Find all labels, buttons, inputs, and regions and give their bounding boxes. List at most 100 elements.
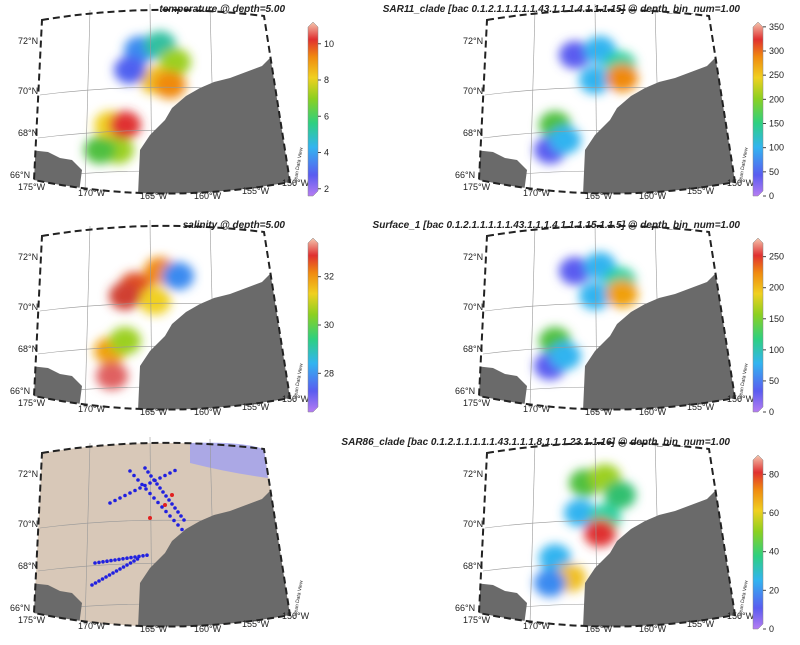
station [156, 500, 160, 505]
field-patch [96, 362, 128, 390]
map-frame [477, 224, 737, 411]
land [138, 40, 290, 194]
panel-title: Surface_1 [bac 0.1.2.1.1.1.1.1.43.1.1.1.… [373, 220, 741, 231]
lon-label: 175°W [18, 615, 46, 625]
lat-label: 66°N [10, 603, 30, 613]
field-patch [114, 56, 146, 84]
lon-label: 160°W [639, 624, 667, 634]
station [148, 491, 152, 496]
station [163, 473, 167, 478]
lon-label: 150°W [282, 178, 310, 188]
land [583, 40, 735, 194]
field-patch [139, 287, 171, 315]
lon-label: 160°W [194, 191, 222, 201]
field-patch [559, 257, 591, 285]
data-field [94, 257, 194, 390]
field-patch [606, 64, 638, 92]
station [125, 563, 129, 567]
station [132, 559, 136, 563]
colorbar-label: 200 [769, 94, 784, 104]
colorbar-label: 50 [769, 376, 779, 386]
colorbar [752, 454, 764, 630]
lon-label: 155°W [687, 402, 715, 412]
colorbar-label: 40 [769, 547, 779, 557]
lat-label: 68°N [463, 344, 483, 354]
field-patch [109, 111, 141, 139]
station [172, 518, 176, 523]
station-highlight [170, 493, 174, 497]
field-patch [559, 41, 591, 69]
data-field [534, 464, 636, 597]
lat-label: 72°N [18, 252, 38, 262]
station [155, 482, 159, 486]
lat-label: 68°N [463, 128, 483, 138]
lon-label: 170°W [523, 621, 551, 631]
station [93, 561, 97, 565]
station [137, 554, 141, 559]
station [121, 557, 125, 561]
lat-label: 72°N [463, 252, 483, 262]
panel-title: SAR86_clade [bac 0.1.2.1.1.1.1.1.43.1.1.… [341, 437, 730, 448]
lon-label: 150°W [727, 394, 755, 404]
colorbar-label: 32 [324, 272, 334, 282]
station [140, 482, 144, 487]
lat-label: 72°N [463, 469, 483, 479]
station [128, 491, 132, 495]
station [173, 468, 177, 473]
lon-label: 165°W [140, 407, 168, 417]
map-frame [477, 8, 737, 195]
station [168, 514, 172, 518]
panel-title: salinity @ depth=5.00 [183, 220, 286, 231]
station [179, 514, 183, 518]
field-patch [154, 71, 186, 99]
field-patch [109, 327, 141, 355]
lon-label: 150°W [727, 611, 755, 621]
colorbar-label: 30 [324, 320, 334, 330]
station [149, 474, 153, 478]
colorbar-label: 150 [769, 119, 784, 129]
colorbar-label: 350 [769, 22, 784, 32]
colorbar [307, 21, 319, 197]
lat-label: 68°N [18, 128, 38, 138]
station [176, 510, 180, 514]
graticule [84, 9, 91, 193]
lat-label: 70°N [463, 302, 483, 312]
field-patch [584, 519, 616, 547]
land [583, 256, 735, 410]
station [160, 505, 164, 509]
station [129, 555, 133, 560]
station [108, 501, 112, 505]
station [143, 466, 147, 470]
data-field [534, 36, 638, 164]
lon-label: 175°W [463, 615, 491, 625]
station [136, 478, 140, 482]
station [128, 561, 133, 565]
lat-label: 72°N [463, 36, 483, 46]
map-panel: 72°N 70°N 68°N 66°N 175°W 170°W 165°W 160°W 155°… [10, 3, 334, 201]
station [132, 473, 136, 478]
lon-label: 175°W [18, 182, 46, 192]
colorbar-label: 10 [324, 39, 334, 49]
lat-label: 66°N [10, 170, 30, 180]
panel-title: SAR11_clade [bac 0.1.2.1.1.1.1.1.43.1.1.… [383, 4, 741, 15]
field-patch [549, 342, 581, 370]
lat-label: 72°N [18, 469, 38, 479]
lon-label: 175°W [463, 182, 491, 192]
colorbar-label: 0 [769, 624, 774, 634]
colorbar-label: 4 [324, 148, 329, 158]
land [138, 473, 290, 627]
colorbar-label: 0 [769, 407, 774, 417]
colorbar [307, 237, 319, 413]
colorbar-label: 250 [769, 252, 784, 262]
lat-label: 66°N [455, 386, 475, 396]
station [168, 471, 172, 475]
colorbar-label: 50 [769, 167, 779, 177]
station [107, 573, 112, 577]
station [138, 486, 142, 490]
field-patch [84, 136, 116, 164]
graticule [529, 442, 536, 626]
station [113, 558, 117, 562]
colorbar-label: 20 [769, 585, 779, 595]
map-panel: 72°N 70°N 68°N 66°N 175°W 170°W 165°W 160°W 155°… [373, 219, 784, 417]
station [90, 583, 94, 587]
